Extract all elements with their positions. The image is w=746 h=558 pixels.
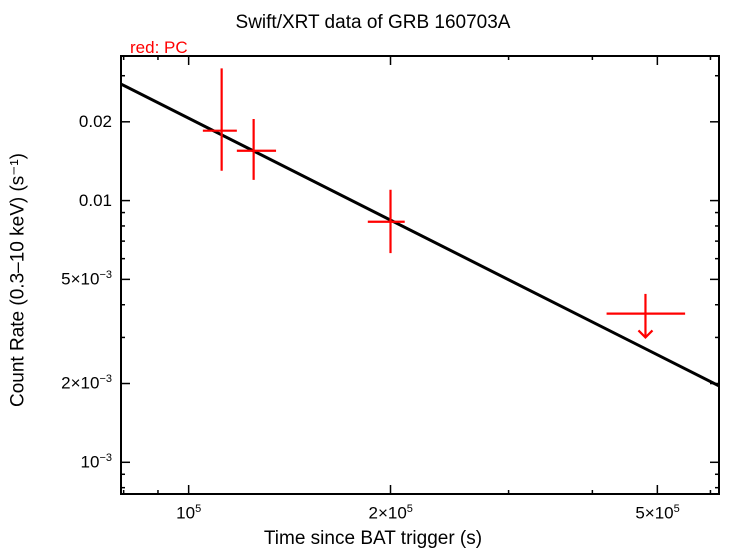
y-tick-label: 2×10−3 — [61, 373, 112, 394]
chart-container: Swift/XRT data of GRB 160703A red: PC Co… — [0, 0, 746, 558]
y-tick-label: 0.02 — [79, 112, 112, 132]
y-tick-label: 5×10−3 — [61, 269, 112, 290]
y-tick-label: 10−3 — [81, 452, 112, 473]
x-tick-label: 5×105 — [635, 503, 679, 524]
x-tick-label: 2×105 — [369, 503, 413, 524]
y-tick-label: 0.01 — [79, 191, 112, 211]
x-tick-label: 105 — [176, 503, 201, 524]
